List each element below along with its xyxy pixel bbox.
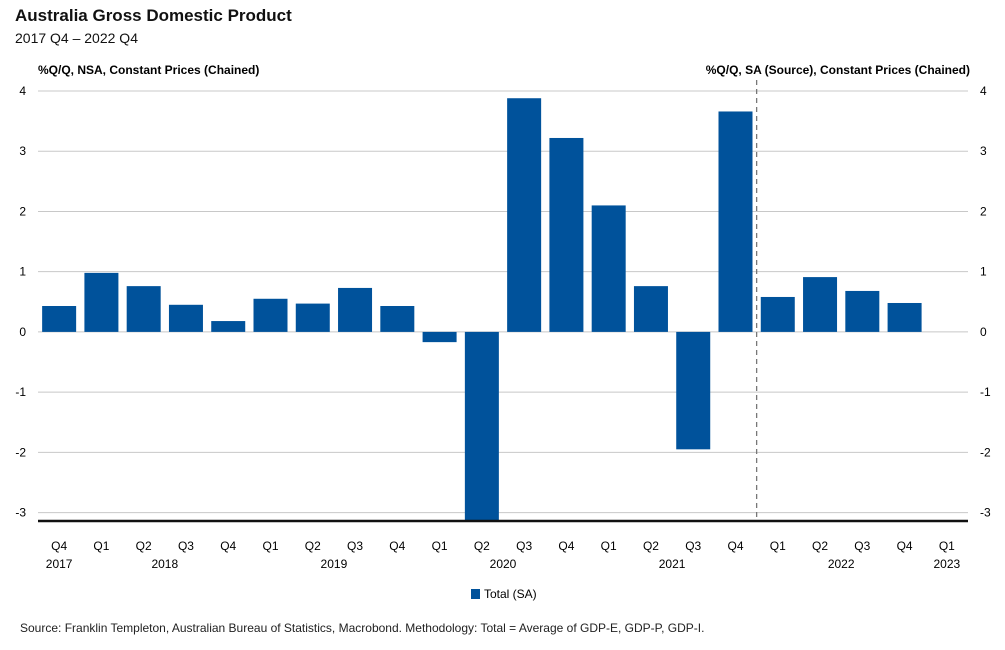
x-tick-label: Q4 (727, 539, 743, 553)
bar (380, 306, 415, 332)
y-tick-right: 4 (980, 84, 987, 98)
x-tick-label: Q1 (770, 539, 786, 553)
x-tick-label: Q1 (262, 539, 278, 553)
y-tick-left: 1 (19, 265, 26, 279)
bar (760, 296, 795, 332)
bar (676, 331, 711, 450)
x-tick-label: Q1 (93, 539, 109, 553)
bar (591, 205, 626, 332)
x-tick-label: Q4 (558, 539, 574, 553)
x-tick-label: Q2 (305, 539, 321, 553)
y-tick-left: 0 (19, 325, 26, 339)
y-axis-label-left: %Q/Q, NSA, Constant Prices (Chained) (38, 63, 259, 77)
y-tick-left: -2 (15, 445, 26, 459)
bar (168, 304, 203, 332)
bar (887, 302, 922, 332)
bar (845, 290, 880, 332)
x-tick-label: Q2 (136, 539, 152, 553)
bar (422, 331, 457, 343)
x-year-label: 2022 (828, 557, 855, 571)
y-axis-label-right: %Q/Q, SA (Source), Constant Prices (Chai… (706, 63, 970, 77)
x-tick-label: Q4 (389, 539, 405, 553)
x-year-label: 2023 (934, 557, 961, 571)
x-tick-label: Q2 (643, 539, 659, 553)
bar (84, 272, 119, 332)
x-year-label: 2021 (659, 557, 686, 571)
x-tick-label: Q4 (51, 539, 67, 553)
bar (211, 321, 246, 332)
y-tick-left: 2 (19, 204, 26, 218)
y-tick-left: -1 (15, 385, 26, 399)
legend-swatch (471, 589, 480, 599)
x-tick-label: Q4 (220, 539, 236, 553)
bar (633, 286, 668, 332)
x-year-label: 2020 (490, 557, 517, 571)
y-tick-right: -2 (980, 445, 991, 459)
y-tick-left: -3 (15, 506, 26, 520)
y-tick-right: 2 (980, 204, 987, 218)
x-tick-label: Q1 (601, 539, 617, 553)
x-year-label: 2018 (151, 557, 178, 571)
source-note: Source: Franklin Templeton, Australian B… (20, 621, 705, 635)
x-tick-label: Q1 (939, 539, 955, 553)
y-tick-right: -3 (980, 506, 991, 520)
bar (42, 306, 77, 332)
bar (295, 303, 330, 332)
x-tick-label: Q2 (474, 539, 490, 553)
bar (549, 137, 584, 332)
chart-subtitle: 2017 Q4 – 2022 Q4 (15, 30, 138, 46)
x-tick-label: Q3 (178, 539, 194, 553)
y-tick-right: 1 (980, 265, 987, 279)
bar (126, 286, 161, 332)
x-year-label: 2017 (46, 557, 73, 571)
x-tick-label: Q3 (854, 539, 870, 553)
y-tick-right: 0 (980, 325, 987, 339)
x-year-label: 2019 (321, 557, 348, 571)
y-tick-right: -1 (980, 385, 991, 399)
x-tick-label: Q2 (812, 539, 828, 553)
x-tick-label: Q3 (516, 539, 532, 553)
bar (718, 111, 753, 332)
x-tick-label: Q1 (432, 539, 448, 553)
y-tick-left: 4 (19, 84, 26, 98)
legend-label: Total (SA) (484, 587, 537, 601)
x-tick-label: Q3 (685, 539, 701, 553)
bar (253, 298, 288, 332)
chart-title: Australia Gross Domestic Product (15, 6, 292, 25)
bar (338, 287, 373, 332)
x-tick-label: Q4 (897, 539, 913, 553)
y-tick-left: 3 (19, 144, 26, 158)
bar (803, 277, 838, 332)
bar (464, 331, 499, 521)
y-tick-right: 3 (980, 144, 987, 158)
x-tick-label: Q3 (347, 539, 363, 553)
bar (507, 98, 542, 332)
